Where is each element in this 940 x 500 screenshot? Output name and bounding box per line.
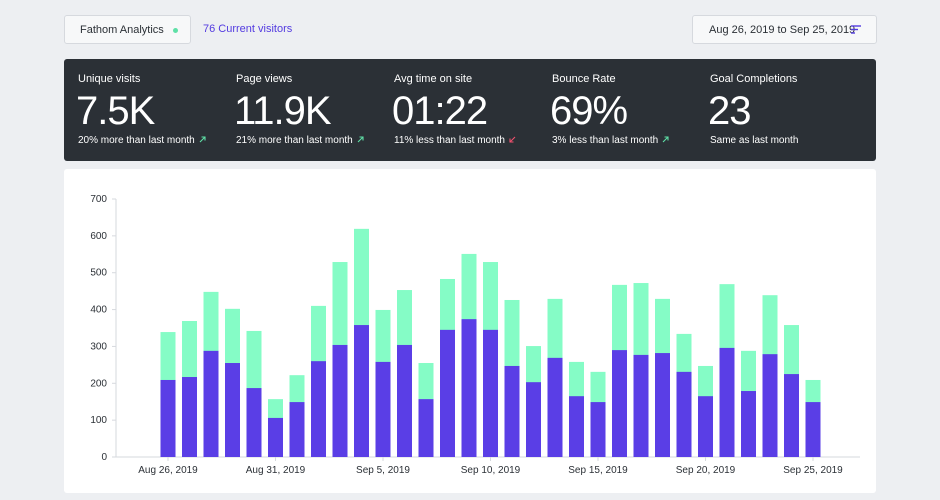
- bar: [741, 391, 756, 457]
- stat: Avg time on site 01:22 11% less than las…: [380, 59, 538, 161]
- down-arrow: [509, 136, 516, 143]
- stat-change: 20% more than last month: [78, 135, 206, 146]
- bar: [268, 417, 283, 457]
- bar: [440, 329, 455, 457]
- bar: [225, 363, 240, 457]
- bar: [203, 350, 219, 457]
- bar: [655, 353, 670, 457]
- stat-label: Page views: [236, 73, 293, 85]
- stat: Goal Completions 23 Same as last month: [696, 59, 854, 161]
- bar: [676, 371, 692, 457]
- chart-panel: 0 100 200 300 400 500 600 700 Aug 26, 2019 Aug 31…: [64, 169, 876, 493]
- change-text: Same as last month: [710, 135, 799, 146]
- current-visitors[interactable]: 76 Current visitors: [203, 23, 293, 35]
- x-tick-label: Sep 5, 2019: [356, 465, 410, 476]
- stat-value: 69%: [550, 89, 628, 133]
- bar: [590, 402, 606, 457]
- stat-label: Unique visits: [78, 73, 141, 85]
- y-tick-label: 600: [90, 231, 107, 242]
- stat-change: 3% less than last month: [552, 135, 669, 146]
- y-tick-label: 100: [90, 415, 107, 426]
- stat-value: 7.5K: [76, 89, 155, 133]
- bar: [311, 361, 326, 457]
- bar: [698, 396, 713, 457]
- up-arrow: [199, 136, 206, 143]
- change-text: 21% more than last month: [236, 135, 353, 146]
- stat: Unique visits 7.5K 20% more than last mo…: [64, 59, 222, 161]
- bar: [504, 365, 520, 457]
- y-tick-label: 0: [101, 452, 107, 463]
- date-range-picker[interactable]: Aug 26, 2019 to Sep 25, 2019: [692, 15, 877, 44]
- bar: [332, 344, 348, 457]
- y-tick-label: 500: [90, 268, 107, 279]
- stat: Page views 11.9K 21% more than last mont…: [222, 59, 380, 161]
- x-tick-label: Sep 15, 2019: [568, 465, 628, 476]
- bar: [354, 325, 369, 457]
- change-text: 20% more than last month: [78, 135, 195, 146]
- site-name: Fathom Analytics: [80, 24, 164, 36]
- up-arrow: [662, 136, 669, 143]
- bar: [397, 344, 412, 457]
- bar: [483, 329, 498, 457]
- x-tick-label: Sep 20, 2019: [676, 465, 736, 476]
- stat-label: Goal Completions: [710, 73, 798, 85]
- bar: [418, 399, 434, 457]
- stat-change: Same as last month: [710, 135, 798, 146]
- change-text: 11% less than last month: [394, 135, 505, 146]
- bar: [375, 361, 391, 457]
- bar: [182, 377, 197, 457]
- y-tick-label: 400: [90, 305, 107, 316]
- up-arrow: [357, 136, 364, 143]
- y-tick-label: 300: [90, 341, 107, 352]
- bar: [784, 374, 799, 457]
- date-range: Aug 26, 2019 to Sep 25, 2019: [709, 24, 856, 36]
- live-dot: [173, 28, 178, 33]
- bar: [160, 379, 176, 457]
- y-tick-label: 700: [90, 194, 107, 205]
- x-tick-label: Aug 26, 2019: [138, 465, 198, 476]
- stat-label: Bounce Rate: [552, 73, 616, 85]
- x-tick-label: Sep 25, 2019: [783, 465, 843, 476]
- stat-value: 01:22: [392, 89, 488, 133]
- bar: [461, 319, 477, 457]
- bar: [569, 396, 584, 457]
- site-selector[interactable]: Fathom Analytics: [64, 15, 191, 44]
- stat-change: 11% less than last month: [394, 135, 516, 146]
- bar: [547, 357, 563, 457]
- stat-label: Avg time on site: [394, 73, 473, 85]
- chart: 0 100 200 300 400 500 600 700 Aug 26, 2019 Aug 31…: [90, 194, 860, 476]
- bar: [805, 402, 821, 457]
- bar: [762, 354, 778, 457]
- bar: [612, 350, 627, 457]
- bar: [526, 382, 541, 457]
- bar: [246, 388, 262, 457]
- stat-value: 23: [708, 89, 751, 133]
- stat: Bounce Rate 69% 3% less than last month: [538, 59, 696, 161]
- bar: [719, 347, 735, 457]
- stat-value: 11.9K: [234, 89, 332, 133]
- bar: [289, 402, 305, 457]
- y-tick-label: 200: [90, 378, 107, 389]
- x-tick-label: Sep 10, 2019: [461, 465, 521, 476]
- x-tick-label: Aug 31, 2019: [246, 465, 306, 476]
- change-text: 3% less than last month: [552, 135, 659, 146]
- bar: [633, 354, 649, 457]
- stats-panel: Unique visits 7.5K 20% more than last mo…: [64, 59, 876, 161]
- menu-icon: [851, 25, 861, 34]
- stat-change: 21% more than last month: [236, 135, 364, 146]
